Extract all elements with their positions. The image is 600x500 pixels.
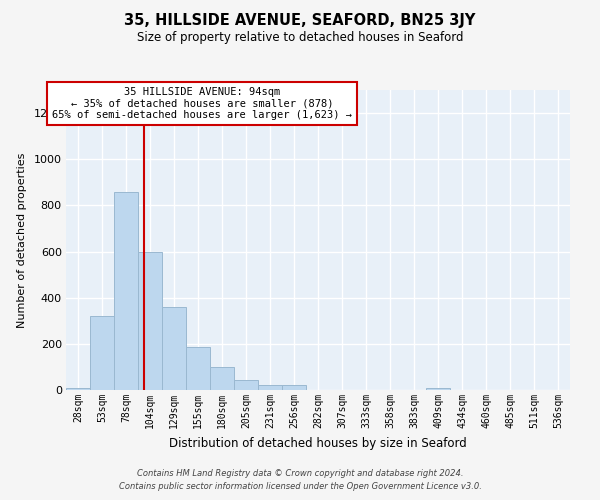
Y-axis label: Number of detached properties: Number of detached properties — [17, 152, 27, 328]
Bar — [138, 252, 162, 390]
Text: Size of property relative to detached houses in Seaford: Size of property relative to detached ho… — [137, 31, 463, 44]
Bar — [210, 367, 234, 390]
Text: Distribution of detached houses by size in Seaford: Distribution of detached houses by size … — [169, 438, 467, 450]
Bar — [426, 388, 450, 390]
Text: 35 HILLSIDE AVENUE: 94sqm
← 35% of detached houses are smaller (878)
65% of semi: 35 HILLSIDE AVENUE: 94sqm ← 35% of detac… — [52, 87, 352, 120]
Text: 35, HILLSIDE AVENUE, SEAFORD, BN25 3JY: 35, HILLSIDE AVENUE, SEAFORD, BN25 3JY — [124, 12, 476, 28]
Bar — [186, 348, 210, 390]
Bar — [162, 307, 186, 390]
Bar — [234, 380, 258, 390]
Bar — [258, 386, 282, 390]
Bar — [66, 388, 90, 390]
Text: Contains HM Land Registry data © Crown copyright and database right 2024.: Contains HM Land Registry data © Crown c… — [137, 468, 463, 477]
Bar — [90, 316, 114, 390]
Bar — [282, 386, 306, 390]
Text: Contains public sector information licensed under the Open Government Licence v3: Contains public sector information licen… — [119, 482, 481, 491]
Bar — [114, 192, 138, 390]
